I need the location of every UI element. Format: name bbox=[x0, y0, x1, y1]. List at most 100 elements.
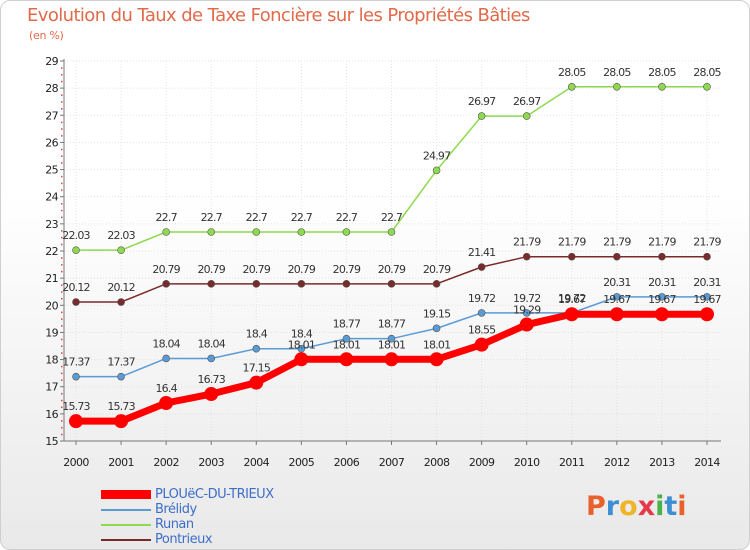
logo-letter: o bbox=[619, 491, 638, 522]
data-point bbox=[342, 334, 351, 343]
y-tick-label: 15 bbox=[45, 435, 58, 448]
y-tick-label: 27 bbox=[45, 109, 58, 122]
data-label: 20.79 bbox=[152, 263, 180, 276]
y-minor-tick bbox=[61, 264, 63, 266]
y-minor-tick bbox=[61, 298, 63, 300]
data-point bbox=[613, 252, 621, 261]
data-point bbox=[117, 246, 125, 254]
x-tick-label: 2010 bbox=[514, 456, 540, 469]
data-label: 18.77 bbox=[378, 318, 406, 331]
logo-letter: i bbox=[655, 491, 665, 522]
data-point bbox=[72, 298, 80, 306]
data-label: 17.37 bbox=[62, 356, 90, 369]
x-tick-label: 2000 bbox=[63, 456, 89, 469]
legend-label: Pontrieux bbox=[155, 532, 213, 547]
legend-swatch bbox=[101, 490, 151, 499]
data-point bbox=[162, 228, 170, 236]
logo-letter: P bbox=[586, 491, 606, 522]
legend-swatch bbox=[101, 508, 151, 511]
x-tick-label: 2001 bbox=[108, 456, 134, 469]
x-tick-label: 2006 bbox=[334, 456, 360, 469]
data-point bbox=[207, 280, 216, 288]
data-label: 19.67 bbox=[648, 293, 676, 306]
data-label: 18.77 bbox=[333, 318, 361, 331]
x-tick-label: 2002 bbox=[153, 456, 179, 469]
y-tick-label: 29 bbox=[45, 55, 58, 68]
data-point bbox=[432, 166, 441, 175]
data-point bbox=[658, 252, 666, 261]
data-label: 22.03 bbox=[107, 229, 135, 242]
y-minor-tick bbox=[61, 318, 63, 320]
data-point bbox=[387, 228, 396, 236]
data-point bbox=[204, 387, 219, 402]
data-label: 22.7 bbox=[291, 211, 313, 224]
y-minor-tick bbox=[61, 74, 63, 76]
data-point bbox=[297, 280, 306, 288]
data-label: 20.79 bbox=[288, 263, 316, 276]
y-minor-tick bbox=[61, 209, 63, 212]
y-tick-label: 16 bbox=[45, 408, 58, 421]
y-minor-tick bbox=[61, 216, 63, 219]
data-label: 22.7 bbox=[381, 211, 403, 224]
data-point bbox=[252, 280, 261, 288]
data-label: 19.67 bbox=[558, 293, 586, 306]
x-tick-label: 2007 bbox=[379, 456, 405, 469]
data-label: 21.79 bbox=[513, 236, 541, 249]
data-label: 15.73 bbox=[62, 400, 90, 413]
data-label: 20.79 bbox=[378, 263, 406, 276]
data-label: 17.15 bbox=[243, 362, 271, 375]
data-point bbox=[207, 228, 216, 236]
y-minor-tick bbox=[61, 406, 63, 409]
data-label: 28.05 bbox=[648, 66, 676, 79]
data-point bbox=[613, 293, 621, 301]
y-minor-tick bbox=[61, 379, 63, 381]
y-minor-tick bbox=[61, 230, 63, 232]
logo-letter: i bbox=[677, 491, 687, 522]
data-label: 28.05 bbox=[603, 66, 631, 79]
y-tick-label: 24 bbox=[45, 191, 58, 204]
y-minor-tick bbox=[61, 426, 63, 429]
data-label: 21.79 bbox=[603, 236, 631, 249]
data-label: 20.12 bbox=[107, 281, 135, 294]
y-minor-tick bbox=[61, 135, 63, 137]
data-point bbox=[162, 354, 170, 363]
chart-title: Evolution du Taux de Taxe Foncière sur l… bbox=[27, 5, 530, 26]
data-label: 18.04 bbox=[152, 337, 180, 350]
data-point bbox=[658, 293, 666, 301]
data-point bbox=[567, 82, 576, 91]
data-label: 21.41 bbox=[468, 246, 496, 259]
data-point bbox=[387, 280, 396, 288]
data-point bbox=[297, 228, 306, 236]
logo-letter: t bbox=[664, 491, 678, 522]
y-minor-tick bbox=[61, 243, 63, 246]
data-label: 20.79 bbox=[243, 263, 271, 276]
data-point bbox=[658, 82, 666, 91]
data-point bbox=[252, 344, 261, 353]
y-tick-label: 17 bbox=[45, 381, 58, 394]
data-point bbox=[249, 375, 264, 390]
data-label: 20.79 bbox=[423, 263, 451, 276]
data-label: 18.55 bbox=[468, 324, 496, 337]
data-label: 20.31 bbox=[693, 276, 721, 289]
logo-letter: x bbox=[637, 491, 656, 522]
data-point bbox=[339, 352, 354, 367]
data-point bbox=[700, 307, 714, 322]
data-label: 18.01 bbox=[378, 338, 406, 351]
data-point bbox=[567, 252, 576, 261]
y-minor-tick bbox=[61, 365, 63, 368]
y-minor-tick bbox=[61, 352, 63, 354]
y-minor-tick bbox=[61, 291, 63, 293]
data-label: 20.31 bbox=[603, 276, 631, 289]
x-tick-label: 2008 bbox=[424, 456, 450, 469]
data-point bbox=[609, 307, 624, 322]
data-point bbox=[522, 252, 531, 261]
data-point bbox=[387, 334, 396, 343]
data-label: 22.7 bbox=[201, 211, 223, 224]
data-point bbox=[342, 280, 351, 288]
data-label: 20.79 bbox=[333, 263, 361, 276]
y-tick-label: 23 bbox=[45, 218, 58, 231]
proxiti-logo: Proxiti bbox=[586, 491, 687, 522]
data-point bbox=[477, 112, 486, 120]
y-minor-tick bbox=[61, 175, 63, 178]
legend-label: PLOUëC-DU-TRIEUX bbox=[155, 487, 274, 502]
